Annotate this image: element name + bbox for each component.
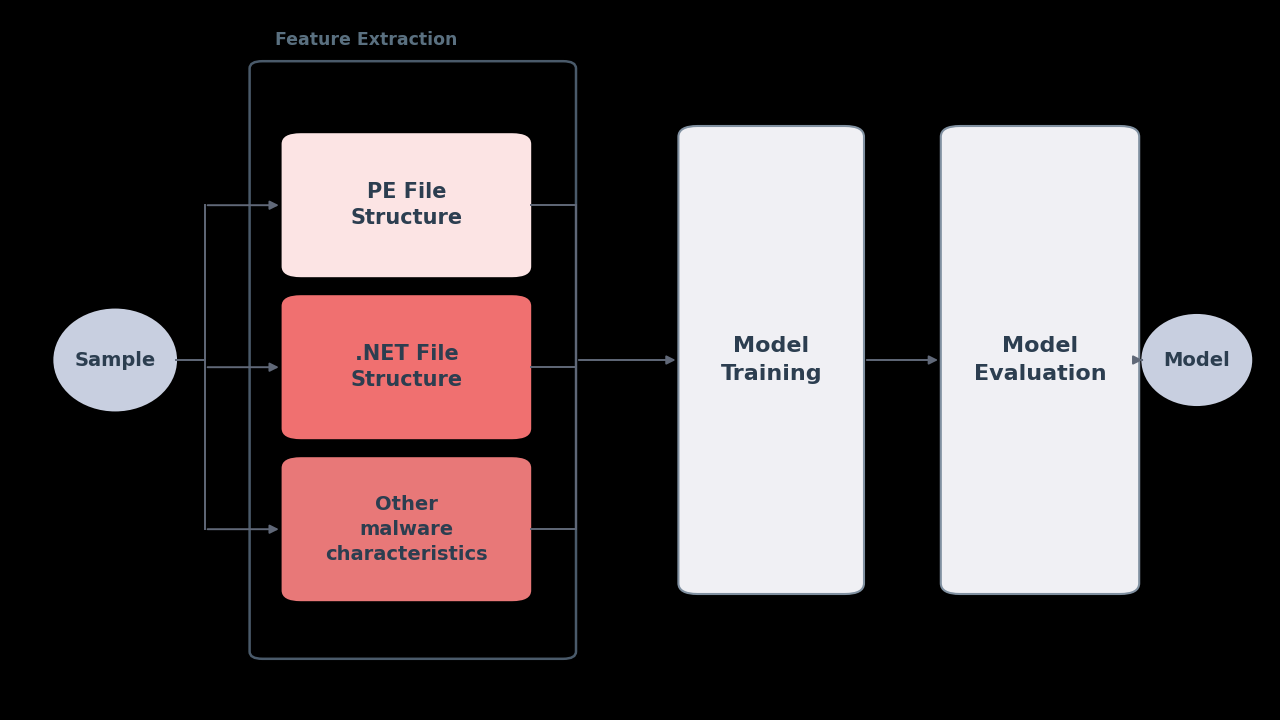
- FancyBboxPatch shape: [282, 133, 531, 277]
- Text: Model: Model: [1164, 351, 1230, 369]
- Ellipse shape: [1143, 315, 1252, 405]
- FancyBboxPatch shape: [678, 126, 864, 594]
- Text: Feature Extraction: Feature Extraction: [275, 31, 457, 49]
- Text: Sample: Sample: [74, 351, 156, 369]
- FancyBboxPatch shape: [282, 457, 531, 601]
- Ellipse shape: [54, 310, 177, 410]
- FancyBboxPatch shape: [250, 61, 576, 659]
- Text: PE File
Structure: PE File Structure: [351, 182, 462, 228]
- Text: Other
malware
characteristics: Other malware characteristics: [325, 495, 488, 564]
- Text: Model
Training: Model Training: [721, 336, 822, 384]
- FancyBboxPatch shape: [282, 295, 531, 439]
- Text: .NET File
Structure: .NET File Structure: [351, 344, 462, 390]
- Text: Model
Evaluation: Model Evaluation: [974, 336, 1106, 384]
- FancyBboxPatch shape: [941, 126, 1139, 594]
